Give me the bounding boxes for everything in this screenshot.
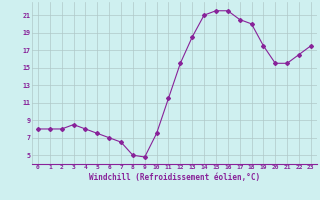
X-axis label: Windchill (Refroidissement éolien,°C): Windchill (Refroidissement éolien,°C) — [89, 173, 260, 182]
